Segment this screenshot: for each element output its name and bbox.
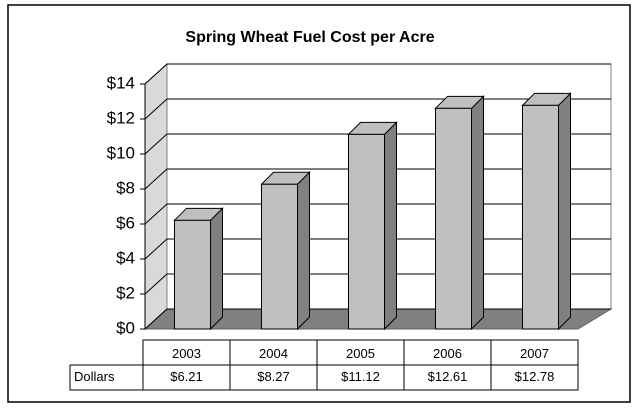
y-tick-label: $6 — [116, 213, 135, 232]
data-label: $12.78 — [515, 369, 555, 384]
x-tick-label: 2003 — [172, 346, 201, 361]
y-tick-label: $8 — [116, 178, 135, 197]
bar — [522, 104, 559, 330]
x-tick-label: 2004 — [259, 346, 288, 361]
bar-side — [558, 92, 571, 331]
y-tick-label: $14 — [107, 73, 135, 92]
table-data-row — [69, 364, 579, 391]
y-tick-label: $0 — [116, 318, 135, 337]
bar-side — [384, 121, 397, 331]
y-tick-label: $10 — [107, 143, 135, 162]
bar — [348, 133, 385, 330]
y-tick-label: $2 — [116, 283, 135, 302]
bar-side — [297, 171, 310, 331]
chart-title: Spring Wheat Fuel Cost per Acre — [185, 29, 434, 46]
bar — [174, 219, 211, 330]
x-tick-label: 2005 — [346, 346, 375, 361]
data-label: $11.12 — [341, 369, 380, 384]
data-label: $8.27 — [257, 369, 290, 384]
data-label: $6.21 — [170, 369, 203, 384]
bar — [261, 183, 298, 330]
series-name: Dollars — [74, 369, 115, 384]
x-tick-label: 2006 — [433, 346, 462, 361]
side-wall — [144, 62, 168, 331]
bar-side — [471, 95, 484, 331]
y-tick-label: $4 — [116, 248, 135, 267]
data-label: $12.61 — [428, 369, 468, 384]
grid-line — [144, 63, 611, 85]
bar-side — [210, 207, 223, 331]
bar — [435, 107, 472, 330]
x-tick-label: 2007 — [520, 346, 549, 361]
y-tick-label: $12 — [107, 108, 135, 127]
